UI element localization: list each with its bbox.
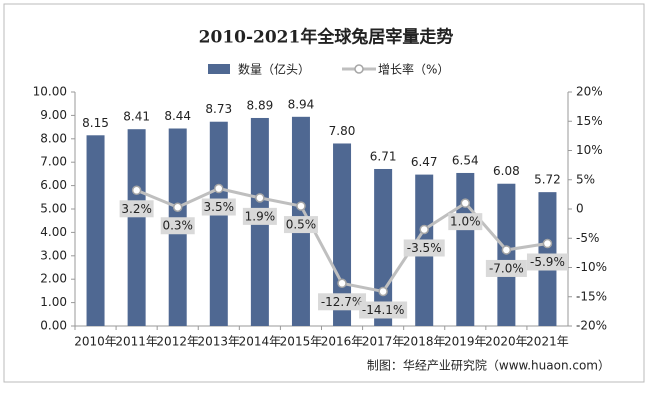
y-tick-label: 5.00 (40, 202, 67, 216)
bar-value-label: 5.72 (534, 173, 561, 187)
bar (456, 172, 475, 326)
x-tick-label: 2020年 (485, 335, 528, 349)
y2-tick-label: 5% (576, 172, 595, 186)
growth-marker (214, 183, 224, 194)
bar-value-label: 8.89 (247, 98, 274, 112)
growth-marker (542, 238, 553, 249)
label-box (318, 293, 367, 311)
bar-value-label: 7.80 (329, 124, 356, 138)
y2-tick-label: -5% (576, 231, 599, 245)
line-value-label: 3.2% (121, 202, 152, 216)
growth-marker (378, 286, 388, 297)
y-tick-label: 6.00 (40, 178, 67, 192)
growth-marker (255, 193, 265, 203)
y-tick-label: 8.00 (40, 131, 67, 145)
bar-value-label: 6.08 (493, 164, 520, 178)
growth-marker (131, 185, 142, 196)
y2-tick-label: -20% (576, 319, 607, 333)
bar-value-label: 6.47 (411, 155, 438, 169)
label-box (403, 239, 445, 257)
label-box (283, 216, 318, 234)
bar (209, 121, 228, 326)
y2-tick-label: 20% (576, 85, 603, 99)
growth-marker (172, 202, 183, 212)
bar (497, 183, 516, 326)
y2-tick-label: 10% (576, 143, 603, 157)
y-tick-label: 4.00 (40, 225, 67, 239)
label-box (485, 259, 527, 277)
chart-border (3, 3, 645, 383)
y2-tick-label: -15% (576, 289, 607, 303)
line-value-label: -3.5% (407, 241, 442, 255)
y-tick-label: 0.00 (40, 319, 67, 333)
y-tick-label: 9.00 (40, 108, 67, 122)
y2-tick-label: -10% (576, 260, 607, 274)
y2-tick-label: 0 (576, 202, 584, 216)
x-tick-label: 2013年 (198, 335, 241, 349)
line-value-label: -7.0% (489, 261, 524, 275)
label-box (160, 217, 195, 235)
label-box (359, 301, 408, 319)
line-value-label: -5.9% (530, 255, 565, 269)
legend-label: 数量（亿头） (238, 62, 310, 77)
bar-value-label: 8.94 (288, 97, 315, 111)
x-tick-label: 2010年 (74, 335, 117, 349)
x-tick-label: 2017年 (362, 335, 405, 349)
bar-value-label: 6.54 (452, 153, 479, 167)
line-value-label: 0.3% (162, 219, 193, 233)
x-tick-label: 2011年 (115, 335, 158, 349)
line-value-label: -12.7% (321, 295, 363, 309)
legend-swatch (208, 64, 230, 74)
source-note: 制图：华经产业研究院（www.huaon.com） (367, 358, 610, 373)
y-tick-label: 10.00 (33, 85, 67, 99)
line-value-label: -14.1% (362, 303, 404, 317)
x-tick-label: 2019年 (444, 335, 487, 349)
growth-marker (501, 245, 512, 255)
label-box (526, 253, 568, 271)
line-value-label: 1.9% (245, 209, 276, 223)
label-box (201, 198, 236, 216)
y-tick-label: 7.00 (40, 155, 67, 169)
y2-tick-label: 15% (576, 114, 603, 128)
y-tick-label: 1.00 (40, 295, 67, 309)
growth-marker (419, 224, 429, 235)
bar-value-label: 8.73 (205, 102, 232, 116)
x-tick-label: 2021年 (526, 335, 569, 349)
x-tick-label: 2014年 (239, 335, 282, 349)
bar-value-label: 8.15 (82, 116, 109, 130)
legend-marker (354, 64, 364, 74)
bar (86, 135, 105, 326)
growth-marker (460, 198, 471, 208)
x-tick-label: 2018年 (403, 335, 446, 349)
line-value-label: 0.5% (286, 218, 317, 232)
bar-value-label: 6.71 (370, 149, 397, 163)
line-value-label: 3.5% (204, 200, 235, 214)
bar (127, 129, 146, 326)
label-box (119, 200, 154, 218)
bar (333, 143, 352, 326)
y-tick-label: 2.00 (40, 272, 67, 286)
x-tick-label: 2016年 (321, 335, 364, 349)
bar-value-label: 8.44 (164, 109, 191, 123)
chart-title: 2010-2021年全球兔居宰量走势 (199, 27, 454, 48)
growth-marker (296, 201, 306, 211)
x-tick-label: 2012年 (156, 335, 199, 349)
x-tick-label: 2015年 (280, 335, 323, 349)
legend-label: 增长率（%） (378, 62, 449, 77)
label-box (448, 213, 483, 231)
line-value-label: 1.0% (450, 215, 481, 229)
growth-marker (337, 278, 347, 289)
y-tick-label: 3.00 (40, 248, 67, 262)
label-box (242, 207, 277, 225)
bar-value-label: 8.41 (123, 110, 150, 124)
